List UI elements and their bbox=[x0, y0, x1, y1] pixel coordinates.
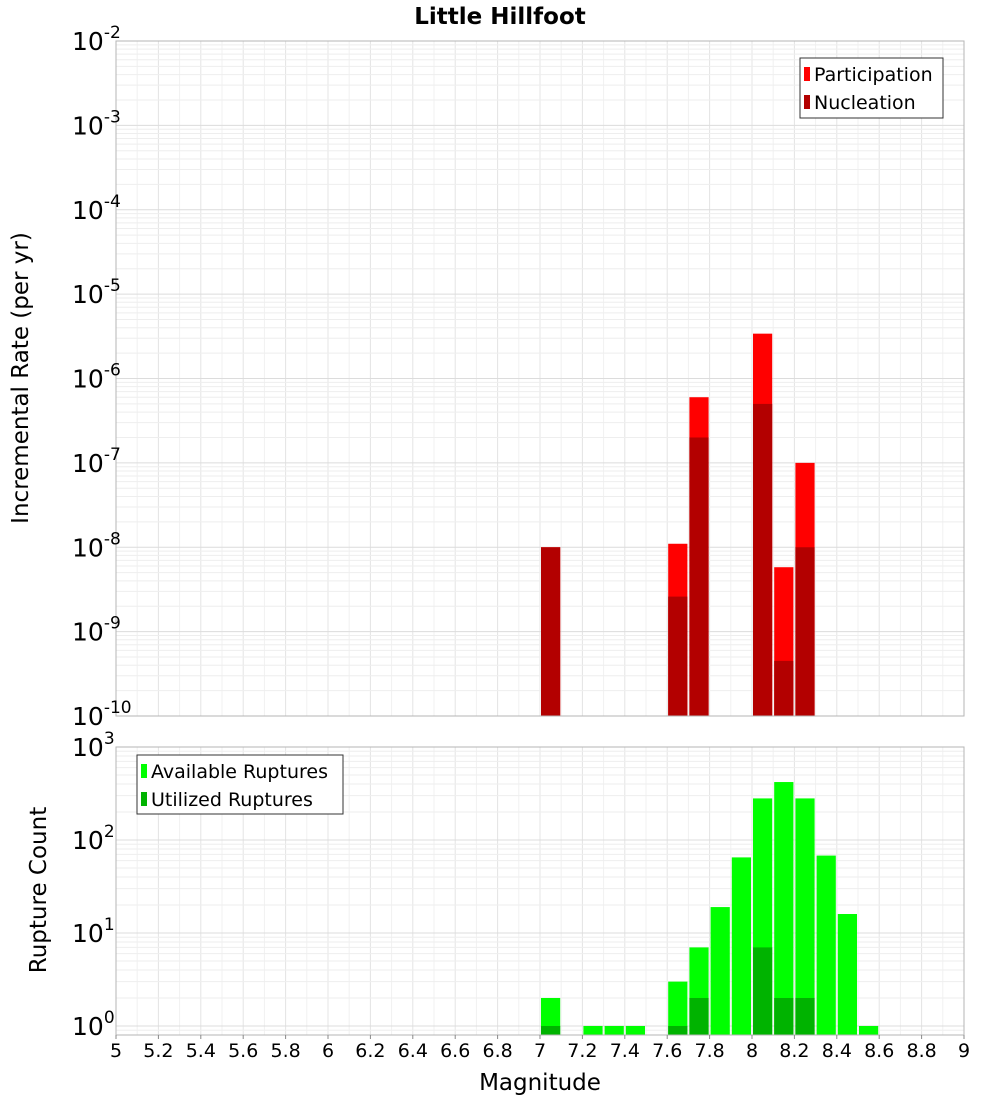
top-y-tick-label: 10-9 bbox=[72, 614, 121, 647]
x-tick-label: 8.6 bbox=[864, 1040, 894, 1062]
x-tick-label: 8.4 bbox=[822, 1040, 852, 1062]
bottom-bar-series2 bbox=[753, 947, 773, 1035]
bottom-bar-series1 bbox=[859, 1025, 879, 1035]
x-tick-label: 8.2 bbox=[779, 1040, 809, 1062]
x-tick-label: 5.4 bbox=[186, 1040, 216, 1062]
top-bar-series2 bbox=[689, 437, 709, 716]
bottom-y-axis-label: Rupture Count bbox=[26, 807, 52, 973]
top-y-tick-label: 10-5 bbox=[72, 276, 121, 309]
top-panel-rate: 10-10 10-9 10-8 10-7 10-6 10-5 10-4 10-3 10-2 Par… bbox=[72, 23, 965, 731]
top-legend-swatch bbox=[804, 95, 810, 109]
bottom-bar-series1 bbox=[774, 782, 794, 1035]
bottom-bar-series1 bbox=[731, 857, 751, 1035]
top-bar-series2 bbox=[774, 660, 794, 716]
x-tick-label: 7 bbox=[534, 1040, 546, 1062]
bottom-bar-series1 bbox=[625, 1025, 645, 1035]
bottom-bar-series1 bbox=[795, 798, 815, 1035]
bottom-y-tick-label: 100 bbox=[72, 1008, 115, 1041]
top-y-tick-label: 10-2 bbox=[72, 23, 121, 56]
top-legend bbox=[799, 57, 944, 119]
x-tick-label: 9 bbox=[958, 1040, 970, 1062]
top-y-tick-label: 10-3 bbox=[72, 107, 121, 140]
top-y-tick-label: 10-8 bbox=[72, 529, 121, 562]
top-y-axis-label: Incremental Rate (per yr) bbox=[8, 232, 34, 524]
bottom-bar-series1 bbox=[837, 914, 857, 1035]
bottom-legend-swatch bbox=[141, 764, 147, 778]
x-tick-label: 6.6 bbox=[440, 1040, 470, 1062]
x-tick-label: 8.8 bbox=[906, 1040, 936, 1062]
bottom-legend-label: Utilized Ruptures bbox=[151, 789, 313, 811]
x-tick-label: 5.6 bbox=[228, 1040, 258, 1062]
top-bar-series2 bbox=[668, 596, 688, 716]
x-tick-label: 8 bbox=[746, 1040, 758, 1062]
top-bar-series2 bbox=[795, 547, 815, 716]
chart-title: Little Hillfoot bbox=[414, 4, 586, 30]
x-tick-label: 6 bbox=[322, 1040, 334, 1062]
bottom-bar-series1 bbox=[816, 855, 836, 1035]
top-legend-label: Nucleation bbox=[814, 92, 916, 114]
bottom-legend-label: Available Ruptures bbox=[151, 761, 328, 783]
bottom-bar-series1 bbox=[710, 907, 730, 1035]
bottom-y-tick-label: 101 bbox=[72, 915, 115, 948]
x-axis-label: Magnitude bbox=[479, 1070, 601, 1096]
bottom-bar-series2 bbox=[774, 997, 794, 1035]
bottom-bar-series2 bbox=[668, 1025, 688, 1035]
bottom-legend bbox=[136, 754, 344, 815]
bottom-legend-swatch bbox=[141, 792, 147, 806]
top-y-tick-label: 10-6 bbox=[72, 361, 121, 394]
bottom-bar-series1 bbox=[668, 981, 688, 1035]
x-tick-label: 5.8 bbox=[270, 1040, 300, 1062]
x-tick-label: 6.2 bbox=[355, 1040, 385, 1062]
bottom-bar-series1 bbox=[604, 1025, 624, 1035]
x-tick-label: 7.4 bbox=[610, 1040, 640, 1062]
bottom-bar-series1 bbox=[541, 997, 561, 1035]
top-legend-swatch bbox=[804, 67, 810, 81]
bottom-y-tick-label: 102 bbox=[72, 822, 115, 855]
x-tick-label: 7.8 bbox=[694, 1040, 724, 1062]
x-tick-label: 6.8 bbox=[482, 1040, 512, 1062]
bottom-bar-series2 bbox=[795, 997, 815, 1035]
top-plot-frame bbox=[115, 40, 965, 717]
x-tick-label: 7.2 bbox=[567, 1040, 597, 1062]
top-bar-series2 bbox=[541, 547, 561, 716]
x-tick-label: 6.4 bbox=[398, 1040, 428, 1062]
top-y-tick-label: 10-7 bbox=[72, 445, 121, 478]
x-tick-label: 7.6 bbox=[652, 1040, 682, 1062]
x-tick-label: 5 bbox=[110, 1040, 122, 1062]
bottom-y-tick-label: 103 bbox=[72, 729, 115, 762]
top-y-tick-label: 10-4 bbox=[72, 192, 121, 225]
x-tick-label: 5.2 bbox=[143, 1040, 173, 1062]
top-bar-series2 bbox=[753, 403, 773, 716]
bottom-bar-series2 bbox=[541, 1025, 561, 1035]
top-legend-label: Participation bbox=[814, 64, 933, 86]
top-y-tick-label: 10-10 bbox=[72, 698, 132, 731]
bottom-bar-series2 bbox=[689, 997, 709, 1035]
bottom-bar-series1 bbox=[583, 1025, 603, 1035]
